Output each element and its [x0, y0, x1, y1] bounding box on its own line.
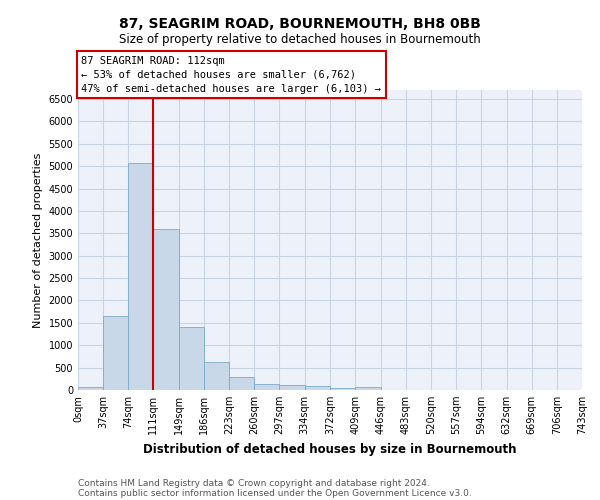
Text: Contains HM Land Registry data © Crown copyright and database right 2024.: Contains HM Land Registry data © Crown c…: [78, 478, 430, 488]
Text: Contains public sector information licensed under the Open Government Licence v3: Contains public sector information licen…: [78, 488, 472, 498]
Bar: [179, 327, 204, 390]
Bar: [103, 316, 128, 390]
Bar: [78, 387, 103, 390]
Bar: [305, 386, 331, 390]
Bar: [355, 387, 380, 390]
Bar: [128, 162, 153, 390]
Bar: [254, 384, 280, 390]
Text: 87, SEAGRIM ROAD, BOURNEMOUTH, BH8 0BB: 87, SEAGRIM ROAD, BOURNEMOUTH, BH8 0BB: [119, 18, 481, 32]
Bar: [229, 377, 254, 390]
Bar: [153, 230, 179, 390]
Text: Size of property relative to detached houses in Bournemouth: Size of property relative to detached ho…: [119, 32, 481, 46]
Bar: [280, 385, 305, 390]
Bar: [331, 388, 355, 390]
Text: 87 SEAGRIM ROAD: 112sqm
← 53% of detached houses are smaller (6,762)
47% of semi: 87 SEAGRIM ROAD: 112sqm ← 53% of detache…: [82, 56, 382, 94]
Bar: [204, 362, 229, 390]
X-axis label: Distribution of detached houses by size in Bournemouth: Distribution of detached houses by size …: [143, 442, 517, 456]
Y-axis label: Number of detached properties: Number of detached properties: [33, 152, 43, 328]
